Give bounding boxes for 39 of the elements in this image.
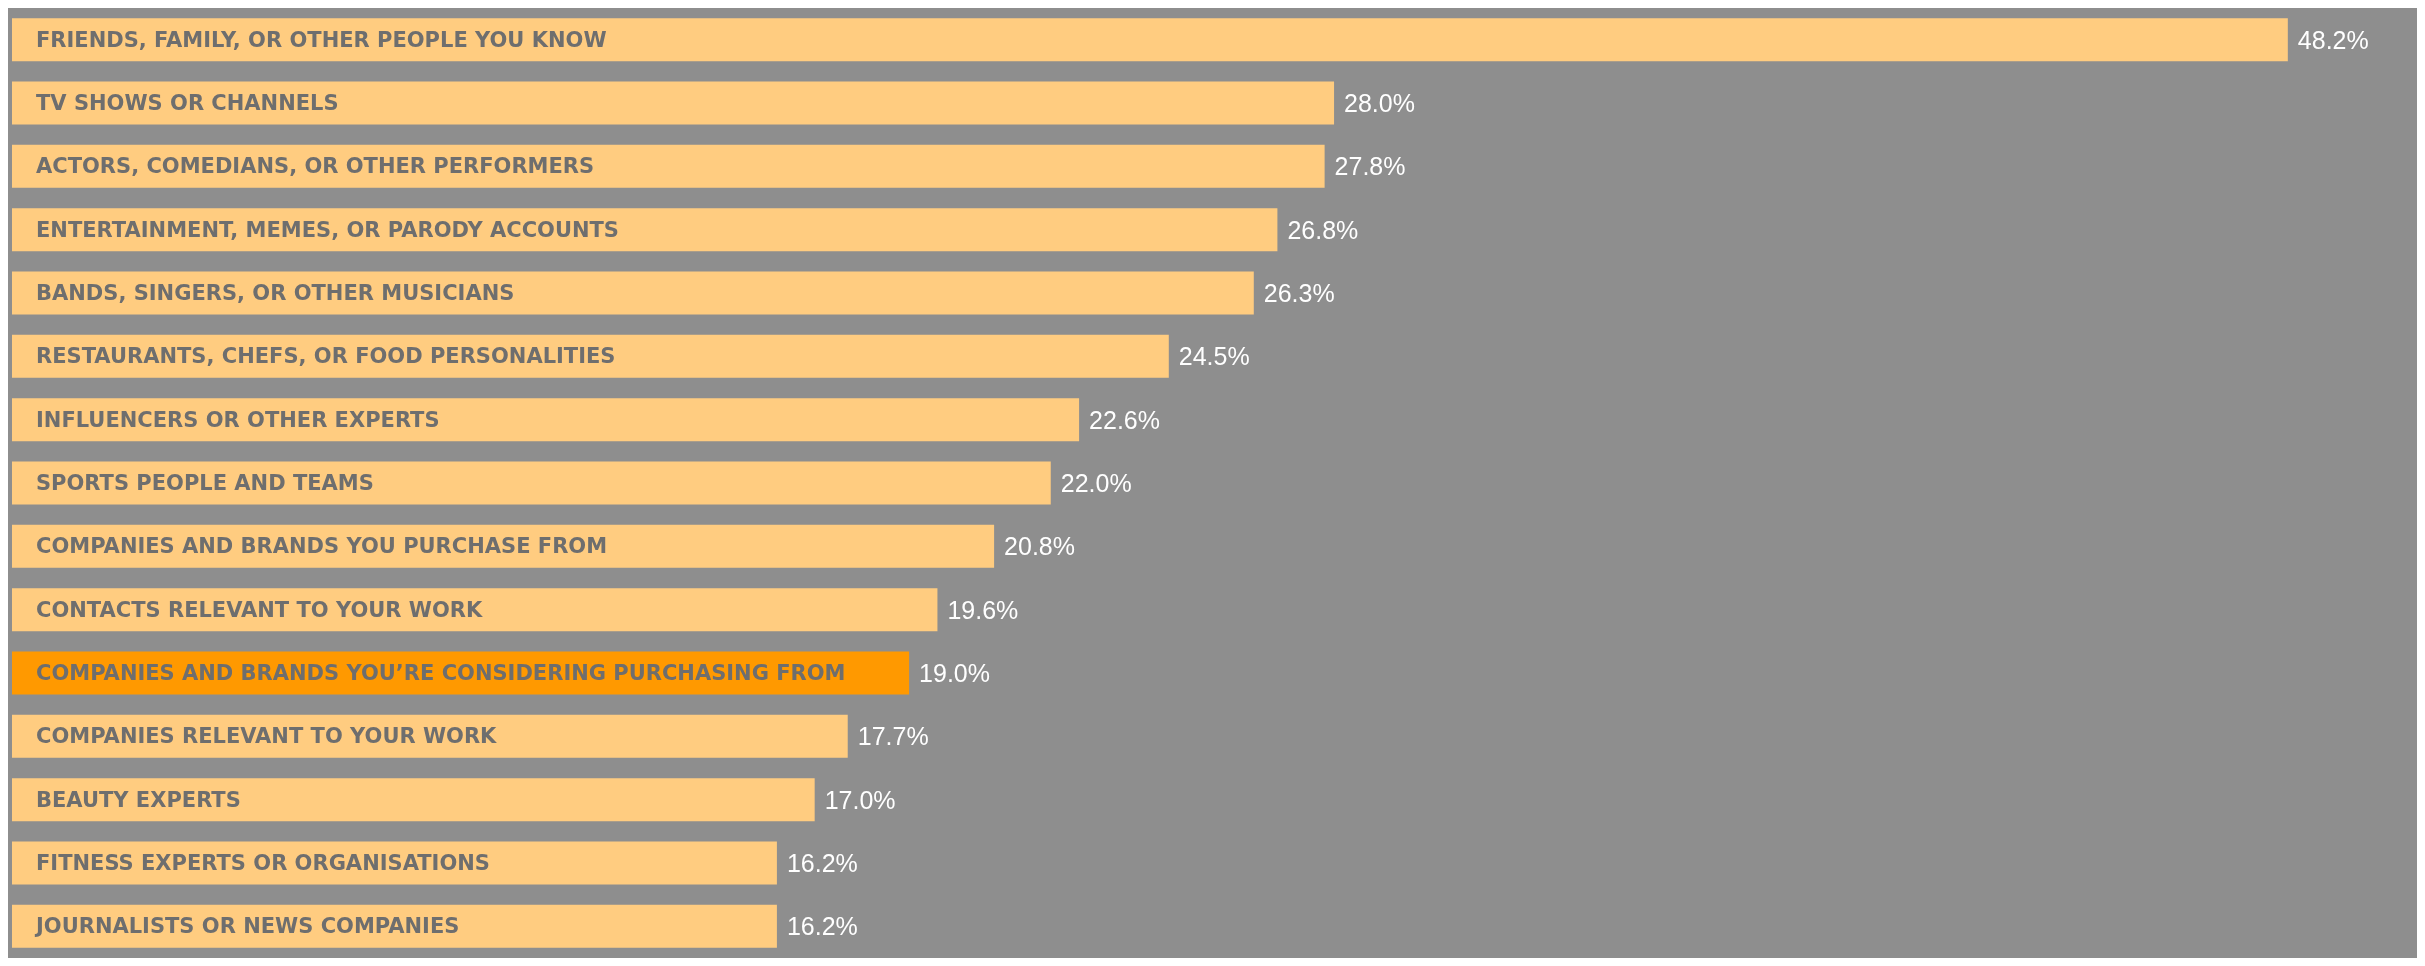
y-tick-label: ENTERTAINMENT, MEMES, OR PARODY ACCOUNTS	[36, 217, 619, 242]
data-label: 27.8%	[1334, 152, 1406, 181]
bar	[12, 778, 815, 822]
data-label: 16.2%	[786, 912, 858, 941]
data-label: 17.0%	[824, 785, 896, 814]
data-label: 19.0%	[919, 659, 990, 687]
bar	[12, 588, 938, 632]
bar	[12, 461, 1051, 505]
bar	[12, 208, 1278, 252]
data-label: 26.3%	[1263, 279, 1335, 307]
data-label: 26.8%	[1287, 215, 1359, 244]
data-label: 16.2%	[786, 849, 858, 877]
data-label: 28.0%	[1344, 89, 1415, 117]
data-label: 22.0%	[1060, 469, 1132, 497]
y-tick-label: BANDS, SINGERS, OR OTHER MUSICIANS	[36, 281, 515, 305]
data-label: 19.6%	[947, 595, 1019, 624]
y-tick-label: RESTAURANTS, CHEFS, OR FOOD PERSONALITIES	[36, 344, 616, 369]
data-label: 17.7%	[857, 722, 929, 751]
y-tick-label: COMPANIES AND BRANDS YOU PURCHASE FROM	[36, 534, 608, 559]
y-tick-label: CONTACTS RELEVANT TO YOUR WORK	[36, 597, 484, 622]
y-tick-label: JOURNALISTS OR NEWS COMPANIES	[34, 914, 460, 939]
y-tick-label: COMPANIES RELEVANT TO YOUR WORK	[36, 724, 498, 749]
data-label: 20.8%	[1004, 532, 1075, 561]
y-tick-label: ACTORS, COMEDIANS, OR OTHER PERFORMERS	[36, 154, 595, 179]
y-tick-label: BEAUTY EXPERTS	[36, 787, 241, 812]
bar	[12, 18, 2288, 62]
data-label: 48.2%	[2297, 25, 2369, 54]
y-tick-label: SPORTS PEOPLE AND TEAMS	[36, 471, 374, 495]
bar	[12, 271, 1254, 315]
bar	[12, 144, 1325, 188]
data-label: 24.5%	[1178, 342, 1250, 371]
bar	[12, 398, 1080, 442]
y-tick-label: FRIENDS, FAMILY, OR OTHER PEOPLE YOU KNOW	[36, 27, 607, 52]
y-tick-label: TV SHOWS OR CHANNELS	[36, 91, 339, 115]
y-tick-label: INFLUENCERS OR OTHER EXPERTS	[36, 407, 440, 432]
y-tick-label: FITNESS EXPERTS OR ORGANISATIONS	[36, 851, 490, 875]
bar	[12, 81, 1335, 125]
y-tick-label: COMPANIES AND BRANDS YOU’RE CONSIDERING PURCHASING FROM	[36, 661, 846, 685]
data-label: 22.6%	[1089, 405, 1160, 434]
